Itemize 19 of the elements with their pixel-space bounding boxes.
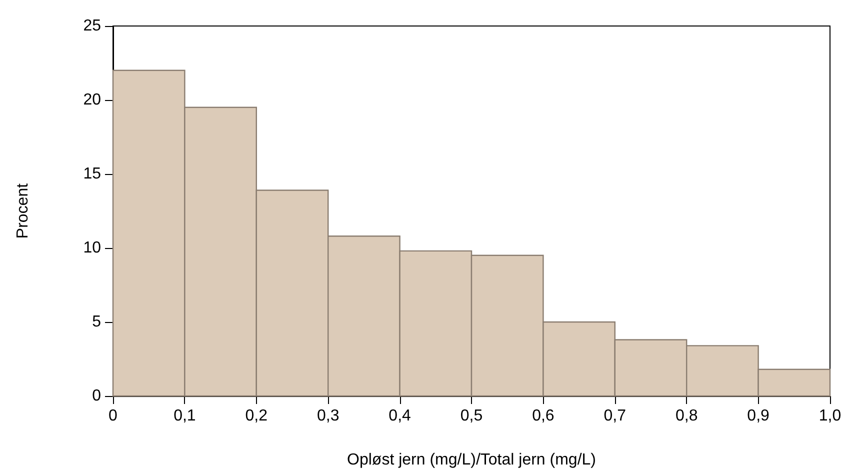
x-tick-label: 0,9 xyxy=(747,408,770,424)
y-tick-label: 0 xyxy=(92,388,102,404)
x-tick-label: 0,3 xyxy=(316,408,340,424)
x-tick-label: 0,5 xyxy=(460,408,483,424)
x-tick-label: 0,2 xyxy=(245,408,268,424)
y-tick-label: 10 xyxy=(83,240,102,256)
x-tick-label: 0,7 xyxy=(604,408,626,424)
y-axis-title: Procent xyxy=(14,182,32,239)
x-tick-label: 0,6 xyxy=(532,408,554,424)
y-tick-label: 15 xyxy=(83,166,102,182)
x-tick-label: 0 xyxy=(108,408,118,424)
x-tick-label: 0,4 xyxy=(388,408,412,424)
x-tick-label: 1,0 xyxy=(818,408,842,424)
x-tick-label: 0,8 xyxy=(675,408,698,424)
x-tick-label: 0,1 xyxy=(174,408,196,424)
y-tick-label: 5 xyxy=(92,314,102,330)
x-axis-title: Opløst jern (mg/L)/Total jern (mg/L) xyxy=(347,452,596,468)
y-tick-label: 20 xyxy=(83,92,102,108)
y-tick-label: 25 xyxy=(83,18,102,34)
